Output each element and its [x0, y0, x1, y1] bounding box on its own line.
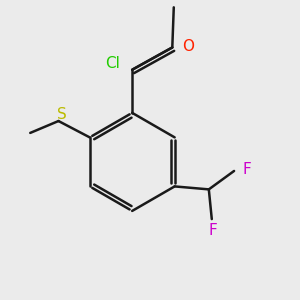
Text: O: O — [182, 39, 194, 54]
Text: Cl: Cl — [105, 56, 120, 71]
Text: S: S — [57, 107, 67, 122]
Text: F: F — [242, 162, 251, 177]
Text: F: F — [209, 223, 218, 238]
